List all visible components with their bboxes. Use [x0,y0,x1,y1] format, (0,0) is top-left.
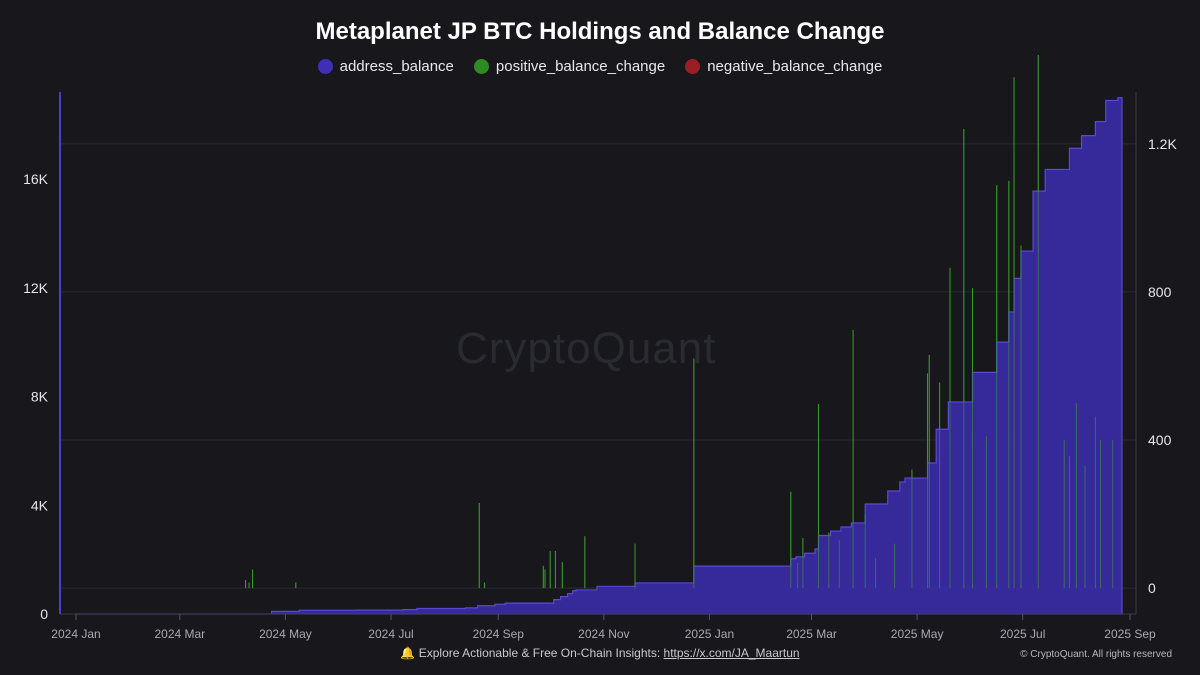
y-left-tick-label-2: 8K [31,389,49,405]
footer: 🔔 Explore Actionable & Free On-Chain Ins… [0,646,1200,660]
y-right-tick-label-2: 800 [1148,284,1172,300]
legend-label-negative-balance-change: negative_balance_change [707,58,883,75]
x-tick-label-1: 2024 Mar [154,627,205,641]
chart-legend: address_balance positive_balance_change … [0,58,1200,75]
y-right-tick-label-1: 400 [1148,432,1172,448]
legend-item-negative-balance-change[interactable]: negative_balance_change [685,58,882,75]
x-tick-label-5: 2024 Nov [578,627,629,641]
x-tick-label-6: 2025 Jan [685,627,734,641]
x-tick-label-10: 2025 Sep [1104,627,1156,641]
x-tick-label-2: 2024 May [259,627,312,641]
legend-item-positive-balance-change[interactable]: positive_balance_change [473,58,666,75]
y-left-tick-label-3: 12K [23,280,49,296]
legend-label-positive-balance-change: positive_balance_change [495,58,666,75]
y-right-tick-label-3: 1.2K [1148,136,1177,152]
legend-dot-positive-balance-change [473,59,489,74]
chart-title: Metaplanet JP BTC Holdings and Balance C… [315,18,885,45]
legend-dot-address-balance [317,59,333,74]
x-tick-label-9: 2025 Jul [1000,627,1045,641]
x-tick-label-3: 2024 Jul [368,627,413,641]
x-tick-label-0: 2024 Jan [51,627,100,641]
copyright: © CryptoQuant. All rights reserved [1020,649,1172,660]
x-tick-label-4: 2024 Sep [473,627,525,641]
x-tick-label-8: 2025 May [891,627,944,641]
bell-icon: 🔔 [400,646,416,660]
y-right-tick-label-0: 0 [1148,580,1156,596]
legend-dot-negative-balance-change [685,59,701,74]
watermark: CryptoQuant [456,324,717,373]
y-left-tick-label-0: 0 [40,606,48,622]
y-left-tick-label-4: 16K [23,171,49,187]
x-tick-label-7: 2025 Mar [786,627,837,641]
legend-item-address-balance[interactable]: address_balance [317,58,454,75]
footer-text: Explore Actionable & Free On-Chain Insig… [418,646,664,660]
footer-link[interactable]: https://x.com/JA_Maartun [663,646,800,660]
legend-label-address-balance: address_balance [339,58,454,75]
y-left-tick-label-1: 4K [31,497,49,513]
address-balance-area [76,97,1123,615]
